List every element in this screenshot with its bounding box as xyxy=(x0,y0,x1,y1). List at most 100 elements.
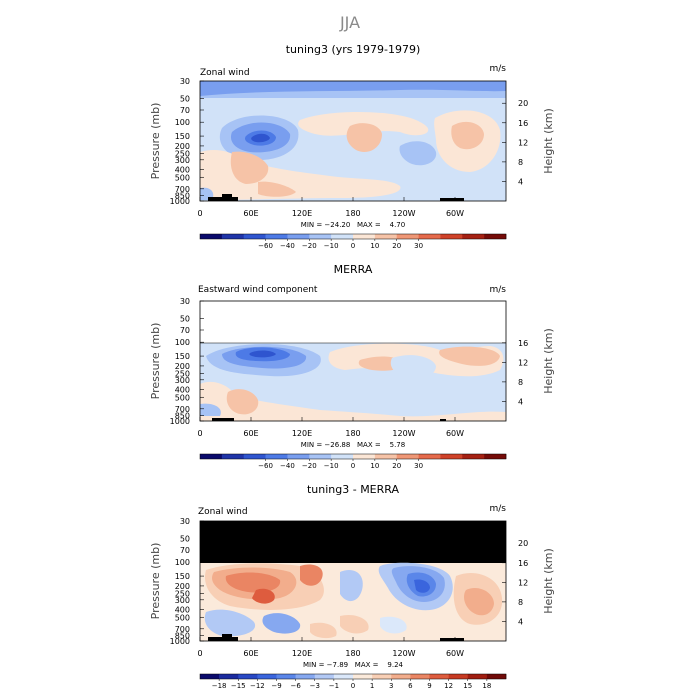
colorbar-swatch xyxy=(287,234,310,239)
y-tick-label: 300 xyxy=(175,376,190,385)
colorbar-swatch xyxy=(295,674,316,679)
y2-tick-label: 8 xyxy=(518,378,523,387)
panel-merra: MERRA Eastward wind component m/s 30 50 70… xyxy=(149,263,555,470)
trade-easterly xyxy=(390,355,436,380)
y-tick-label: 500 xyxy=(175,613,190,622)
variable-label: Zonal wind xyxy=(198,507,248,517)
colorbar-swatch xyxy=(429,674,449,679)
colorbar-label: −6 xyxy=(290,682,301,690)
surface-easterly xyxy=(200,187,214,200)
y-tick-label: 400 xyxy=(175,166,190,175)
colorbar-swatch xyxy=(462,454,485,459)
colorbar-label: 30 xyxy=(414,462,423,470)
colorbar-swatch xyxy=(374,234,398,239)
colorbar-swatch xyxy=(265,234,288,239)
y-tick-label: 400 xyxy=(175,606,190,615)
y-tick-label: 70 xyxy=(180,106,190,115)
y-tick-label: 700 xyxy=(175,405,190,414)
page-title: JJA xyxy=(339,13,360,32)
y-tick-label: 200 xyxy=(175,362,190,371)
colorbar-label: −10 xyxy=(324,242,339,250)
colorbar-swatch xyxy=(257,674,277,679)
x-tick-label: 120E xyxy=(292,429,312,438)
colorbar-swatch xyxy=(353,674,373,679)
y2-axis-title: Height (km) xyxy=(542,108,555,174)
colorbar-swatch xyxy=(287,454,310,459)
y-tick-label: 100 xyxy=(175,338,190,347)
colorbar-swatch xyxy=(221,234,245,239)
y-tick-label: 1000 xyxy=(170,637,190,646)
colorbar-label: −12 xyxy=(250,682,265,690)
x-tick-label: 120W xyxy=(392,429,415,438)
colorbar-swatch xyxy=(391,674,411,679)
colorbar-label: −10 xyxy=(324,462,339,470)
lower-westerly-core xyxy=(226,389,259,415)
colorbar-label: 0 xyxy=(351,242,355,250)
colorbar-swatch xyxy=(418,454,441,459)
y-tick-label: 30 xyxy=(180,297,190,306)
y-tick-label: 250 xyxy=(175,590,190,599)
min-max-stats: MIN = −7.89 MAX = 9.24 xyxy=(303,661,404,669)
westerly-upper-core xyxy=(346,123,382,153)
y2-tick-label: 16 xyxy=(518,339,528,348)
units-label: m/s xyxy=(490,504,507,514)
x-tick-label: 0 xyxy=(197,209,202,218)
colorbar-label: 10 xyxy=(370,242,379,250)
units-label: m/s xyxy=(490,285,507,295)
colorbar-label: 6 xyxy=(408,682,413,690)
topography-andes xyxy=(440,638,464,641)
colorbar-swatch xyxy=(200,234,223,239)
colorbar-swatch xyxy=(200,674,220,679)
colorbar-label: −18 xyxy=(212,682,227,690)
colorbar-label: 1 xyxy=(370,682,374,690)
y-tick-label: 30 xyxy=(180,517,190,526)
colorbar-label: 12 xyxy=(444,682,453,690)
y-tick-label: 100 xyxy=(175,118,190,127)
colorbar-swatch xyxy=(219,674,239,679)
y-tick-label: 150 xyxy=(175,132,190,141)
colorbar-swatch xyxy=(331,454,354,459)
y-axis-title: Pressure (mb) xyxy=(149,323,162,400)
x-tick-label: 120W xyxy=(392,209,415,218)
masked-region xyxy=(200,521,506,563)
y-axis-title: Pressure (mb) xyxy=(149,103,162,180)
colorbar-label: 3 xyxy=(389,682,393,690)
colorbar-swatch xyxy=(309,234,332,239)
colorbar-swatch xyxy=(374,454,398,459)
colorbar-swatch xyxy=(396,454,419,459)
y-axis-title: Pressure (mb) xyxy=(149,543,162,620)
jet-core-inner xyxy=(251,133,270,143)
variable-label: Eastward wind component xyxy=(198,285,318,295)
colorbar-swatch xyxy=(353,234,376,239)
jet-core-inner xyxy=(249,350,276,358)
topography xyxy=(208,197,238,201)
y-tick-label: 150 xyxy=(175,352,190,361)
y-tick-label: 400 xyxy=(175,386,190,395)
diff-positive-2 xyxy=(300,564,323,586)
contour-field xyxy=(200,81,506,201)
topography-andes xyxy=(440,419,446,421)
colorbar-swatch xyxy=(333,674,354,679)
y-tick-label: 500 xyxy=(175,393,190,402)
colorbar-swatch xyxy=(314,674,335,679)
x-tick-label: 180 xyxy=(345,429,360,438)
y-tick-label: 300 xyxy=(175,596,190,605)
colorbar: −18 −15 −12 −9 −6 −3 −1 0 1 3 6 9 12 15 18 xyxy=(199,673,507,690)
topography-peak xyxy=(222,634,232,638)
y-tick-label: 30 xyxy=(180,77,190,86)
panel-title: tuning3 - MERRA xyxy=(307,483,400,496)
colorbar-label: −1 xyxy=(329,682,339,690)
colorbar-swatch xyxy=(484,234,507,239)
y2-tick-label: 16 xyxy=(518,559,528,568)
colorbar-label: 15 xyxy=(463,682,472,690)
y-tick-label: 1000 xyxy=(170,417,190,426)
y-tick-label: 200 xyxy=(175,142,190,151)
y-tick-label: 200 xyxy=(175,582,190,591)
units-label: m/s xyxy=(490,64,507,74)
y-tick-label: 850 xyxy=(175,191,190,200)
y2-tick-label: 16 xyxy=(518,119,528,128)
surface-easterly xyxy=(200,403,221,416)
y2-tick-label: 4 xyxy=(518,617,523,626)
x-tick-label: 60W xyxy=(446,649,464,658)
